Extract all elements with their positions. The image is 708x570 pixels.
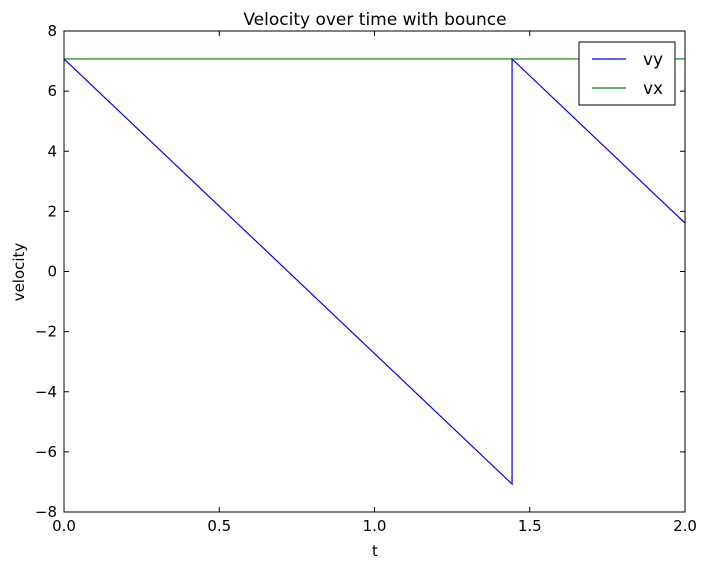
x-tick-label: 0.5 (207, 517, 231, 535)
y-tick-label: −2 (35, 323, 57, 341)
y-tick-label: −8 (35, 503, 57, 521)
y-tick-label: −4 (35, 383, 57, 401)
x-tick-label: 0.0 (52, 517, 76, 535)
chart-title: Velocity over time with bounce (243, 10, 506, 30)
y-axis-ticks: −8 −6 −4 −2 0 2 4 6 8 (35, 22, 685, 521)
x-axis-ticks: 0.0 0.5 1.0 1.5 2.0 (52, 31, 697, 535)
x-tick-label: 1.5 (518, 517, 542, 535)
y-tick-label: −6 (35, 443, 57, 461)
y-axis-label: velocity (10, 243, 28, 302)
x-tick-label: 2.0 (673, 517, 697, 535)
series-line-vy (63, 57, 686, 486)
plot-lines (63, 57, 686, 486)
x-axis-label: t (372, 542, 378, 560)
y-tick-label: 2 (47, 202, 57, 220)
y-tick-label: 0 (47, 263, 57, 281)
y-tick-label: 8 (47, 22, 57, 40)
legend-label-vx: vx (643, 79, 663, 99)
legend-box (578, 41, 676, 106)
y-tick-label: 4 (47, 142, 57, 160)
legend: vy vx (578, 41, 676, 106)
legend-label-vy: vy (643, 50, 663, 70)
y-tick-label: 6 (47, 82, 57, 100)
x-tick-label: 1.0 (363, 517, 387, 535)
